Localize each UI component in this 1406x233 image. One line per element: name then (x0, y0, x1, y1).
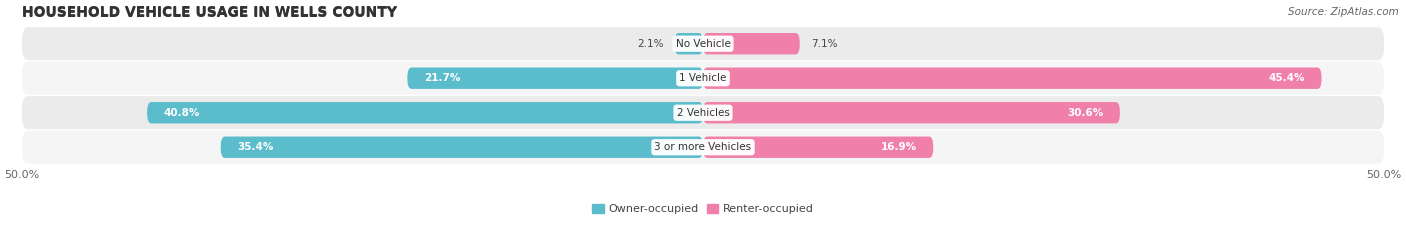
Text: 7.1%: 7.1% (811, 39, 837, 49)
Text: No Vehicle: No Vehicle (675, 39, 731, 49)
FancyBboxPatch shape (703, 68, 1322, 89)
FancyBboxPatch shape (21, 27, 1385, 60)
FancyBboxPatch shape (408, 68, 703, 89)
Legend: Owner-occupied, Renter-occupied: Owner-occupied, Renter-occupied (592, 204, 814, 214)
Text: 2 Vehicles: 2 Vehicles (676, 108, 730, 118)
Text: Source: ZipAtlas.com: Source: ZipAtlas.com (1288, 7, 1399, 17)
Text: 16.9%: 16.9% (880, 142, 917, 152)
FancyBboxPatch shape (21, 96, 1385, 129)
FancyBboxPatch shape (21, 62, 1385, 95)
FancyBboxPatch shape (703, 102, 1121, 123)
FancyBboxPatch shape (703, 137, 934, 158)
Text: 35.4%: 35.4% (238, 142, 273, 152)
FancyBboxPatch shape (703, 33, 800, 55)
Text: 30.6%: 30.6% (1067, 108, 1104, 118)
Text: HOUSEHOLD VEHICLE USAGE IN WELLS COUNTY: HOUSEHOLD VEHICLE USAGE IN WELLS COUNTY (21, 6, 396, 20)
Text: 45.4%: 45.4% (1268, 73, 1305, 83)
Text: 1 Vehicle: 1 Vehicle (679, 73, 727, 83)
Text: 2.1%: 2.1% (637, 39, 664, 49)
Text: 21.7%: 21.7% (423, 73, 460, 83)
FancyBboxPatch shape (221, 137, 703, 158)
Text: HOUSEHOLD VEHICLE USAGE IN WELLS COUNTY: HOUSEHOLD VEHICLE USAGE IN WELLS COUNTY (21, 5, 396, 19)
FancyBboxPatch shape (21, 131, 1385, 164)
FancyBboxPatch shape (675, 33, 703, 55)
Text: 40.8%: 40.8% (163, 108, 200, 118)
FancyBboxPatch shape (148, 102, 703, 123)
Text: 3 or more Vehicles: 3 or more Vehicles (654, 142, 752, 152)
